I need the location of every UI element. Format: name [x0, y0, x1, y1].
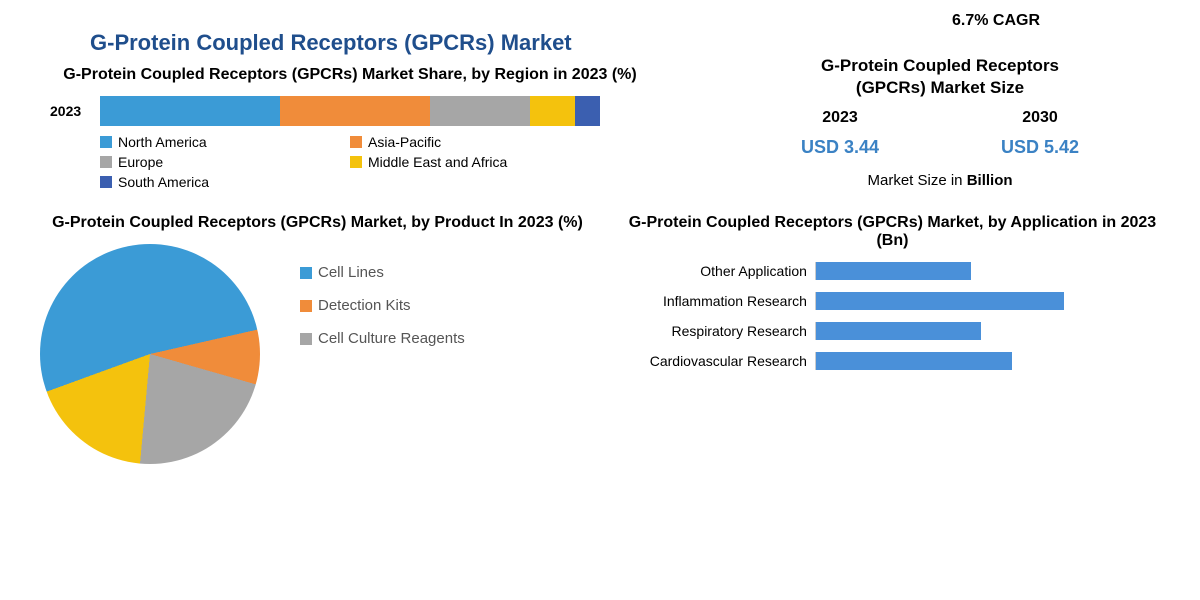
legend-label: Cell Lines [318, 264, 384, 281]
legend-swatch [300, 300, 312, 312]
region-year-label: 2023 [50, 103, 100, 119]
stacked-bar-wrap: 2023 [50, 96, 650, 126]
app-bar-track [815, 292, 1125, 310]
size-values: USD 3.44 USD 5.42 [740, 137, 1140, 158]
app-bar-row: Inflammation Research [615, 292, 1170, 310]
product-chart: G-Protein Coupled Receptors (GPCRs) Mark… [30, 214, 605, 464]
app-bar-track [815, 262, 1125, 280]
app-bar-track [815, 352, 1125, 370]
page-title: G-Protein Coupled Receptors (GPCRs) Mark… [90, 30, 1170, 56]
app-bar-track [815, 322, 1125, 340]
pie-wrap: Cell Lines Detection Kits Cell Culture Rea… [30, 244, 605, 464]
product-chart-title: G-Protein Coupled Receptors (GPCRs) Mark… [30, 214, 605, 232]
legend-item: Middle East and Africa [350, 154, 600, 170]
application-bars: Other Application Inflammation Research Re… [615, 262, 1170, 370]
size-title-line1: G-Protein Coupled Receptors [821, 56, 1059, 75]
legend-item: North America [100, 134, 350, 150]
size-value-1: USD 5.42 [1001, 137, 1079, 158]
region-chart: G-Protein Coupled Receptors (GPCRs) Mark… [50, 66, 650, 194]
region-segment [100, 96, 280, 126]
legend-label: Middle East and Africa [368, 154, 507, 170]
size-value-0: USD 3.44 [801, 137, 879, 158]
legend-item: Detection Kits [300, 297, 465, 314]
app-bar [816, 262, 971, 280]
cagr-text: 6.7% CAGR [952, 12, 1040, 30]
app-bar [816, 352, 1012, 370]
size-unit-prefix: Market Size in [867, 172, 966, 189]
app-bar-row: Respiratory Research [615, 322, 1170, 340]
pie-legend: Cell Lines Detection Kits Cell Culture Rea… [300, 264, 465, 363]
app-bar [816, 322, 981, 340]
app-bar-label: Other Application [615, 263, 815, 279]
legend-swatch [350, 156, 362, 168]
market-size-title: G-Protein Coupled Receptors (GPCRs) Mark… [740, 55, 1140, 99]
legend-item: South America [100, 174, 350, 190]
legend-swatch [350, 136, 362, 148]
size-years: 2023 2030 [740, 109, 1140, 127]
app-bar-row: Cardiovascular Research [615, 352, 1170, 370]
legend-swatch [100, 156, 112, 168]
legend-label: Cell Culture Reagents [318, 330, 465, 347]
size-year-0: 2023 [822, 109, 858, 127]
app-bar [816, 292, 1064, 310]
legend-swatch [300, 333, 312, 345]
region-segment [280, 96, 430, 126]
bottom-row: G-Protein Coupled Receptors (GPCRs) Mark… [30, 214, 1170, 464]
legend-swatch [100, 176, 112, 188]
application-chart-title: G-Protein Coupled Receptors (GPCRs) Mark… [615, 214, 1170, 250]
size-title-line2: (GPCRs) Market Size [856, 78, 1024, 97]
legend-item: Cell Culture Reagents [300, 330, 465, 347]
pie-chart [40, 244, 260, 464]
application-chart: G-Protein Coupled Receptors (GPCRs) Mark… [615, 214, 1170, 464]
legend-label: Detection Kits [318, 297, 411, 314]
stacked-bar [100, 96, 600, 126]
legend-item: Cell Lines [300, 264, 465, 281]
region-segment [430, 96, 530, 126]
legend-label: Europe [118, 154, 163, 170]
app-bar-label: Inflammation Research [615, 293, 815, 309]
market-size-block: G-Protein Coupled Receptors (GPCRs) Mark… [740, 55, 1140, 189]
region-segment [530, 96, 575, 126]
app-bar-row: Other Application [615, 262, 1170, 280]
legend-swatch [300, 267, 312, 279]
legend-item: Asia-Pacific [350, 134, 600, 150]
region-chart-title: G-Protein Coupled Receptors (GPCRs) Mark… [50, 66, 650, 84]
region-segment [575, 96, 600, 126]
size-year-1: 2030 [1022, 109, 1058, 127]
region-legend: North America Asia-Pacific Europe Middle Ea… [100, 134, 620, 194]
legend-label: South America [118, 174, 209, 190]
legend-label: North America [118, 134, 207, 150]
size-unit-bold: Billion [967, 172, 1013, 189]
app-bar-label: Cardiovascular Research [615, 353, 815, 369]
size-unit: Market Size in Billion [740, 172, 1140, 189]
legend-label: Asia-Pacific [368, 134, 441, 150]
legend-swatch [100, 136, 112, 148]
app-bar-label: Respiratory Research [615, 323, 815, 339]
legend-item: Europe [100, 154, 350, 170]
